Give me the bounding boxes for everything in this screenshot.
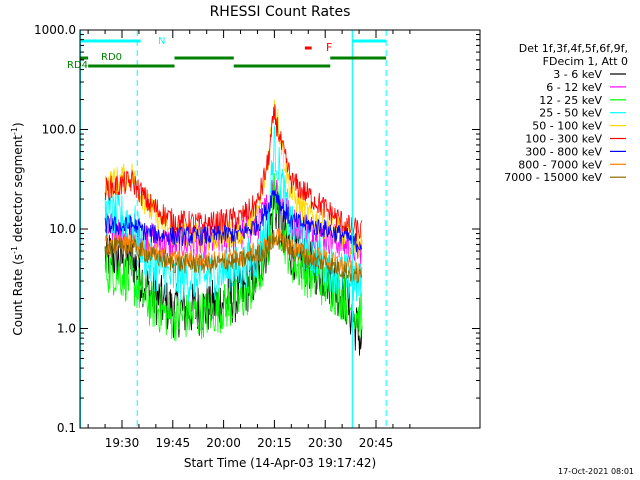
y-tick-label: 0.1 — [57, 421, 76, 435]
series-line-9 — [104, 230, 363, 284]
x-axis-label: Start Time (14-Apr-03 19:17:42) — [184, 456, 376, 470]
x-tick-label: 20:15 — [257, 436, 292, 450]
flag-rd0-label: RD0 — [101, 52, 122, 63]
legend-header-line-2: FDecim 1, Att 0 — [543, 55, 628, 68]
legend-label-5: 50 - 100 keV — [532, 120, 602, 133]
legend-label-7: 300 - 800 keV — [525, 145, 602, 158]
chart-title: RHESSI Count Rates — [210, 4, 351, 20]
y-tick-label: 1000.0 — [34, 23, 76, 37]
legend-label-2: 6 - 12 keV — [546, 81, 602, 94]
y-tick-label: 100.0 — [42, 123, 76, 137]
x-tick-label: 19:30 — [105, 436, 140, 450]
series-layer — [104, 99, 363, 356]
flag-f-label: F — [326, 41, 332, 54]
legend-label-3: 12 - 25 keV — [539, 94, 602, 107]
series-line-7 — [104, 189, 363, 253]
legend-label-9: 7000 - 15000 keV — [504, 171, 602, 184]
x-axis-ticks: 19:30 19:45 20:00 20:15 20:30 20:45 — [87, 30, 411, 450]
y-axis-label: Count Rate (s-1 detector segment-1) — [10, 122, 25, 335]
x-tick-label: 20:45 — [359, 436, 394, 450]
plot-timestamp: 17-Oct-2021 08:01 — [558, 467, 634, 476]
legend-label-1: 3 - 6 keV — [553, 68, 602, 81]
y-axis-ticks: 0.1 1.0 10.0 100.0 1000.0 — [34, 23, 480, 435]
series-line-3 — [104, 172, 363, 342]
flag-n-label: N — [158, 36, 165, 47]
legend-label-8: 800 - 7000 keV — [518, 158, 602, 171]
y-tick-label: 10.0 — [49, 222, 76, 236]
flag-rd4-label: RD4 — [67, 60, 88, 71]
legend-label-4: 25 - 50 keV — [539, 107, 602, 120]
series-line-6 — [104, 104, 363, 242]
y-tick-label: 1.0 — [57, 322, 76, 336]
legend: Det 1f,3f,4f,5f,6f,9f, FDecim 1, Att 0 3… — [504, 42, 628, 184]
x-tick-label: 20:00 — [206, 436, 241, 450]
legend-header-line-1: Det 1f,3f,4f,5f,6f,9f, — [519, 42, 628, 55]
x-tick-label: 20:30 — [308, 436, 343, 450]
x-tick-label: 19:45 — [156, 436, 191, 450]
legend-label-6: 100 - 300 keV — [525, 133, 602, 146]
series-line-5 — [104, 99, 363, 259]
flag-bars: N RD0 RD4 F — [67, 36, 387, 71]
